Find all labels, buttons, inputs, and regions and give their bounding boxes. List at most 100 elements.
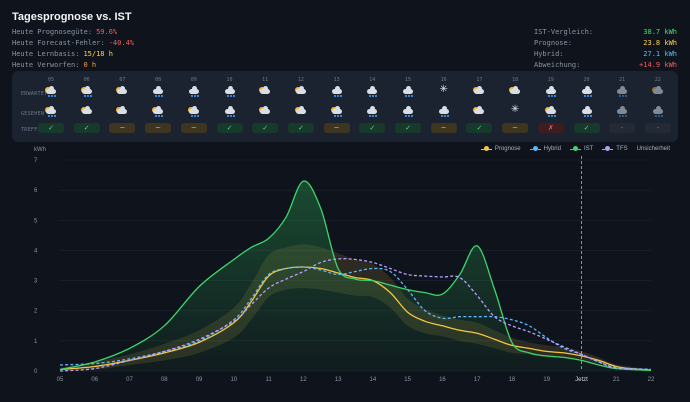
- match-badge: ✓: [38, 123, 64, 133]
- hour-column: 19 ✗: [536, 71, 566, 142]
- partly-cloudy-rain-icon: [330, 106, 344, 118]
- x-tick-label: 07: [126, 377, 133, 383]
- cloud-rain-icon: [187, 86, 201, 98]
- match-badge: ✓: [287, 123, 314, 133]
- partly-cloudy-rain-icon: [80, 86, 94, 98]
- x-tick-label: 13: [335, 377, 342, 383]
- x-tick-label: 15: [404, 377, 411, 383]
- stat-label: Abweichung:: [534, 61, 581, 69]
- stat-value: -40.4%: [108, 39, 135, 47]
- tfs-series-line: [59, 258, 652, 372]
- hour-column: 14 ✓: [357, 71, 387, 142]
- partly-cloudy-icon: [258, 86, 272, 98]
- hour-label: 07: [119, 77, 126, 83]
- y-tick-label: 5: [34, 218, 38, 224]
- hour-column: 09 ~: [179, 71, 209, 142]
- prognose-series-line: [59, 266, 652, 371]
- partly-cloudy-rain-icon: [187, 106, 201, 118]
- hour-label: 10: [226, 77, 233, 83]
- legend-label: Hybrid: [543, 146, 561, 152]
- stat-right-row: Abweichung: +14.9 kWh: [534, 60, 677, 71]
- partly-cloudy-rain-icon: [44, 106, 58, 118]
- hour-column: 11 ✓: [250, 71, 280, 142]
- x-tick-label: 19: [543, 377, 550, 383]
- match-badge: ✓: [573, 123, 600, 133]
- partly-cloudy-icon: [294, 106, 308, 118]
- partly-cloudy-icon: [115, 106, 129, 118]
- cloud-rain-icon: [615, 86, 629, 98]
- x-tick-label: 16: [439, 377, 446, 383]
- stat-left-row: Heute Verworfen: 0 h: [12, 60, 134, 71]
- legend-item[interactable]: Hybrid: [529, 146, 561, 152]
- y-tick-label: 0: [34, 369, 38, 375]
- hour-label: 13: [333, 77, 340, 83]
- cloud-rain-icon: [365, 106, 379, 118]
- x-tick-label: 14: [370, 377, 377, 383]
- ist-area-fill: [60, 180, 651, 371]
- y-tick-label: 2: [34, 309, 38, 315]
- partly-cloudy-icon: [508, 86, 522, 98]
- hour-label: 21: [619, 77, 626, 83]
- row-label-expected: ERWARTET: [21, 91, 48, 97]
- hour-column: 15 ✓: [393, 71, 423, 142]
- match-badge: ✓: [466, 123, 493, 133]
- match-badge: ~: [180, 123, 207, 133]
- stat-value: 15/18 h: [83, 50, 113, 58]
- hour-column: 08 ~: [143, 71, 173, 142]
- x-tick-label: 06: [91, 377, 98, 383]
- stat-label: Heute Forecast-Fehler:: [12, 39, 105, 47]
- match-badge: ~: [323, 123, 350, 133]
- partly-cloudy-icon: [115, 86, 129, 98]
- partly-cloudy-rain-icon: [151, 106, 165, 118]
- hour-column: 21 -: [607, 71, 637, 142]
- x-tick-label: 21: [613, 377, 620, 383]
- hour-label: 22: [654, 77, 661, 83]
- legend-item[interactable]: Prognose: [480, 146, 521, 152]
- match-badge: -: [644, 123, 671, 133]
- hour-label: 16: [440, 77, 447, 83]
- stat-value: 23.8 kWh: [643, 39, 677, 47]
- stat-right-row: IST-Vergleich: 38.7 kWh: [534, 27, 677, 38]
- hour-column: 07 ~: [107, 71, 137, 142]
- hour-label: 11: [262, 77, 269, 83]
- row-label-match: TREFFER: [21, 127, 45, 133]
- x-tick-label: 17: [474, 377, 481, 383]
- cloud-rain-icon: [580, 106, 594, 118]
- legend-swatch: [569, 146, 581, 151]
- snowflake-icon: ✳: [439, 84, 448, 95]
- stat-right-row: Prognose: 23.8 kWh: [534, 38, 677, 49]
- x-tick-label: 08: [161, 377, 168, 383]
- y-tick-label: 1: [34, 339, 38, 345]
- stat-value: +14.9 kWh: [639, 61, 677, 69]
- legend-label: TFS: [616, 146, 628, 152]
- cloud-rain-icon: [615, 106, 629, 118]
- hour-label: 15: [404, 77, 412, 83]
- legend-item[interactable]: Unsicherheit: [637, 146, 670, 152]
- cloud-rain-icon: [580, 86, 594, 98]
- stats-right-panel: IST-Vergleich: 38.7 kWh Prognose: 23.8 kWh H…: [534, 27, 677, 71]
- x-tick-label: 10: [230, 377, 237, 383]
- x-tick-label: 22: [648, 377, 655, 383]
- snowflake-icon: ✳: [510, 104, 520, 115]
- cloud-rain-icon: [365, 86, 379, 98]
- x-tick-label: 05: [57, 377, 64, 383]
- hour-label: 09: [190, 77, 197, 83]
- stat-left-row: Heute Prognosegüte: 59.6%: [12, 27, 134, 38]
- legend-item[interactable]: IST: [569, 146, 593, 152]
- hour-column: 22 -: [643, 71, 673, 142]
- x-tick-label: 12: [300, 377, 307, 383]
- partly-cloudy-icon: [80, 106, 94, 118]
- match-badge: ✓: [395, 123, 421, 133]
- weather-comparison-panel: ERWARTET GESEHEN TREFFER 05 ✓ 06 ✓ 07 ~08 ~09 ~…: [12, 71, 678, 142]
- stat-label: Heute Lernbasis:: [12, 50, 80, 58]
- legend-item[interactable]: TFS: [602, 146, 628, 152]
- partly-cloudy-icon: [472, 86, 486, 98]
- cloud-rain-icon: [330, 86, 344, 98]
- stat-value: 27.1 kWh: [643, 50, 677, 58]
- legend-label: Prognose: [494, 146, 521, 152]
- hour-column: 13 ~: [322, 71, 352, 142]
- hour-column: 12 ✓: [286, 71, 316, 142]
- x-tick-label: Jetzt: [575, 377, 588, 383]
- x-tick-label: 09: [196, 377, 203, 383]
- hour-label: 14: [369, 77, 376, 83]
